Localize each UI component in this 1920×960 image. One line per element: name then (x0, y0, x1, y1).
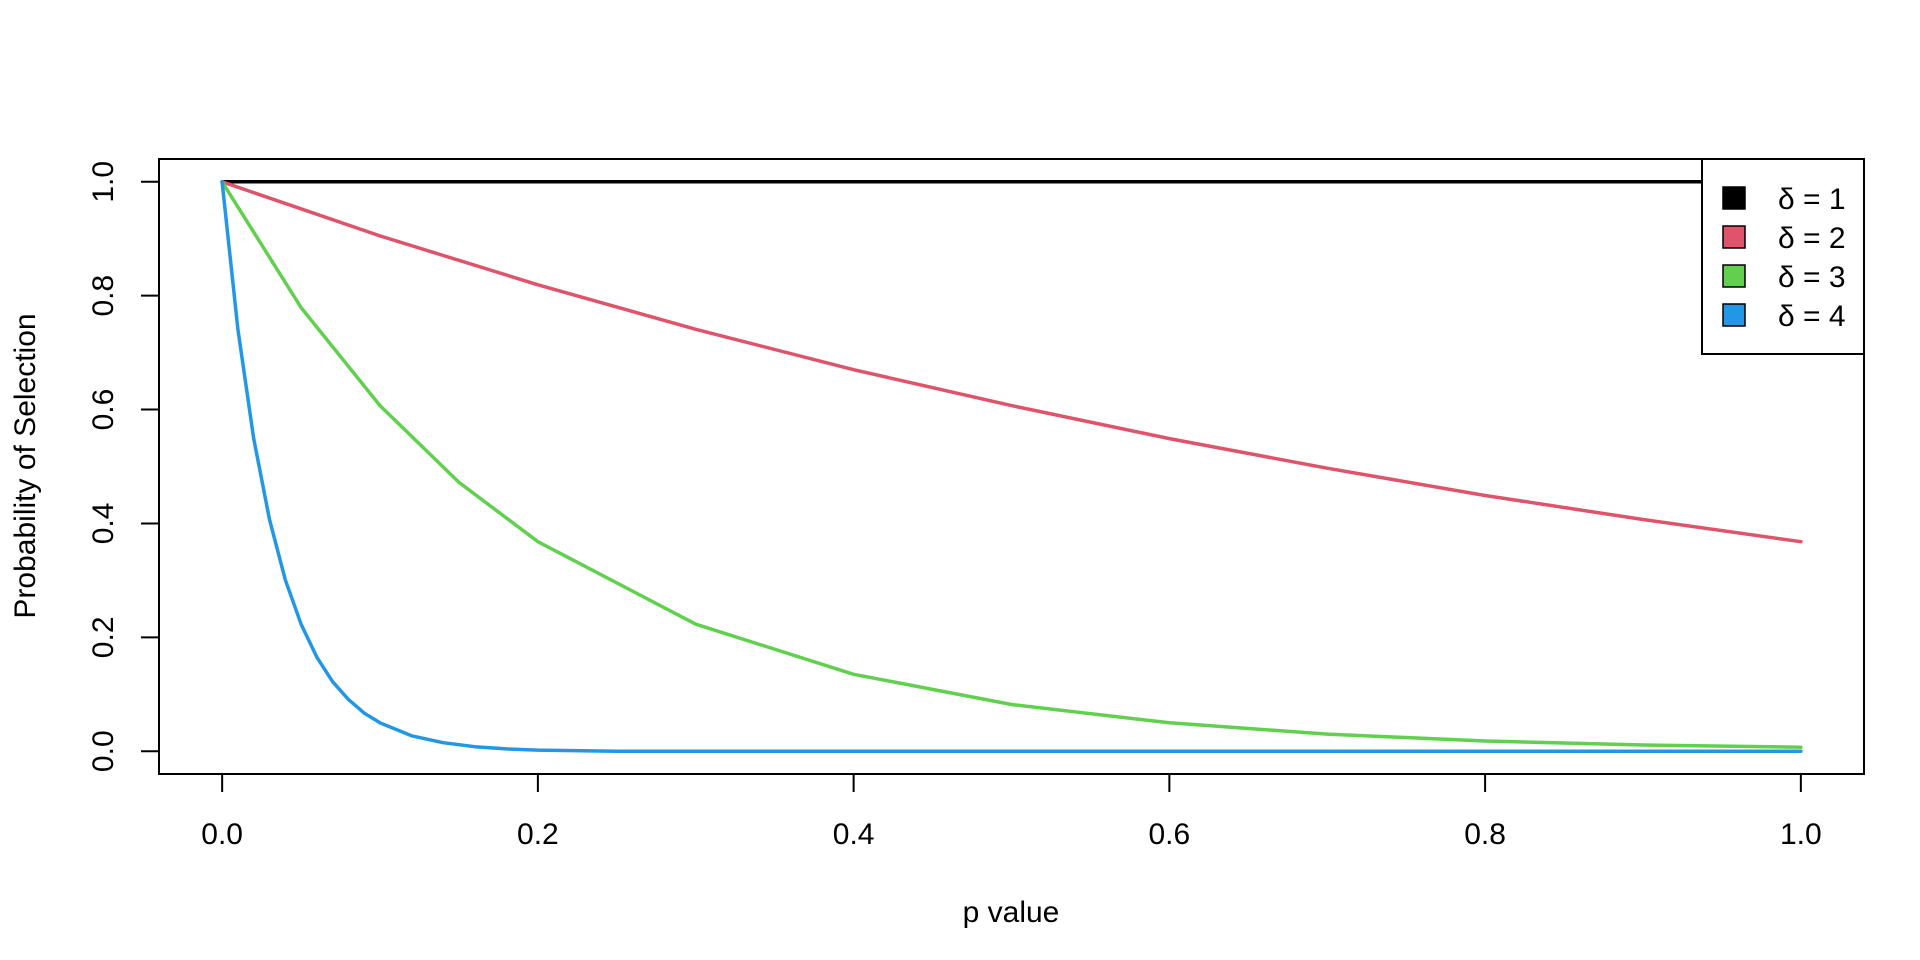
y-tick-label: 0.6 (87, 389, 120, 431)
x-tick-label: 1.0 (1780, 818, 1822, 851)
y-axis: 0.0 0.2 0.4 0.6 0.8 1.0 (87, 161, 160, 772)
legend-label: δ = 2 (1778, 222, 1846, 255)
x-tick-label: 0.4 (833, 818, 875, 851)
series-line-delta-2 (220, 180, 1803, 544)
legend-swatch (1722, 303, 1746, 327)
series-line-delta-3 (220, 180, 1803, 749)
x-axis: 0.0 0.2 0.4 0.6 0.8 1.0 (201, 773, 1822, 851)
legend-swatch (1722, 264, 1746, 288)
legend-label: δ = 4 (1778, 300, 1846, 333)
legend: δ = 1 δ = 2 δ = 3 δ = 4 (1701, 158, 1865, 355)
legend-swatch (1722, 225, 1746, 249)
y-tick-label: 0.4 (87, 503, 120, 545)
x-axis-title: p value (963, 896, 1060, 929)
legend-swatch (1722, 186, 1746, 210)
x-tick-label: 0.6 (1149, 818, 1191, 851)
y-axis-title: Probability of Selection (9, 313, 42, 618)
x-tick-label: 0.2 (517, 818, 559, 851)
series-line-delta-4 (220, 180, 1803, 753)
y-tick-label: 1.0 (87, 161, 120, 203)
plot-frame (158, 158, 1865, 775)
legend-label: δ = 3 (1778, 261, 1846, 294)
y-tick-label: 0.8 (87, 275, 120, 317)
legend-label: δ = 1 (1778, 183, 1846, 216)
series-layer (220, 180, 1803, 753)
x-tick-label: 0.0 (201, 818, 243, 851)
y-tick-label: 0.0 (87, 730, 120, 772)
x-tick-label: 0.8 (1464, 818, 1506, 851)
y-tick-label: 0.2 (87, 616, 120, 658)
